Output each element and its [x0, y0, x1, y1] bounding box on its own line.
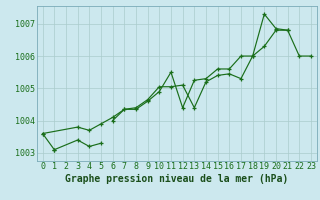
X-axis label: Graphe pression niveau de la mer (hPa): Graphe pression niveau de la mer (hPa): [65, 174, 288, 184]
